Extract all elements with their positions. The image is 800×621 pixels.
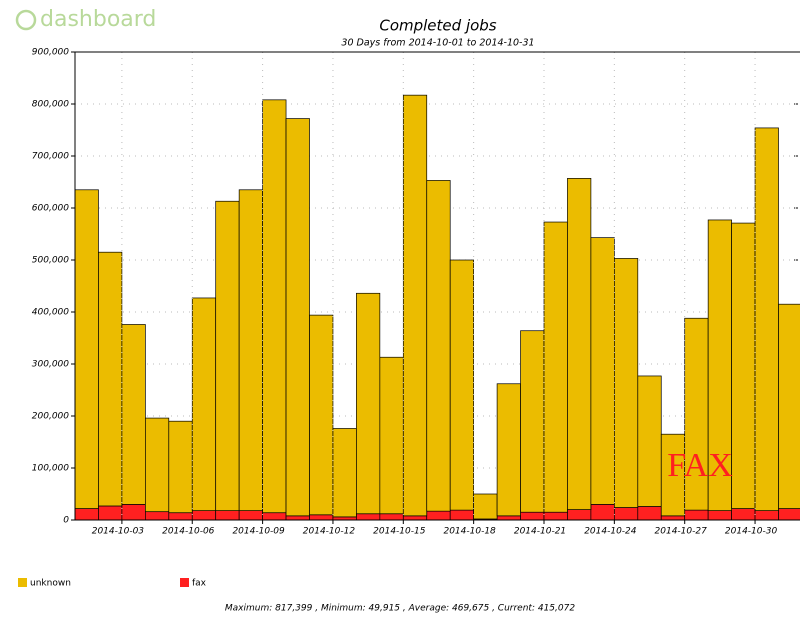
x-tick-label: 2014-10-15 — [373, 527, 426, 537]
footer: Maximum: 817,399 , Minimum: 49,915 , Ave… — [225, 604, 575, 614]
bar-segment — [238, 189, 263, 511]
bar-segment — [731, 222, 756, 509]
legend-swatch — [18, 578, 27, 587]
bar-segment — [590, 504, 615, 521]
y-tick-label: 0 — [63, 516, 69, 526]
bar-segment — [449, 509, 475, 521]
bar-segment — [145, 511, 170, 521]
y-tick-label: 400,000 — [32, 308, 69, 318]
bar-segment — [496, 515, 521, 521]
annotation: FAX — [667, 447, 733, 484]
y-tick-label: 800,000 — [32, 100, 69, 110]
bar-segment — [191, 510, 217, 521]
x-tick-label: 2014-10-18 — [443, 527, 496, 537]
bar-segment — [379, 356, 404, 515]
legend-swatch — [180, 578, 189, 587]
bar-segment — [191, 297, 217, 511]
y-tick-label: 300,000 — [32, 360, 69, 370]
bar-segment — [121, 504, 146, 521]
bar-segment — [707, 510, 732, 521]
bar-segment — [121, 324, 146, 505]
legend-label: fax — [192, 579, 207, 589]
bar-segment — [262, 512, 287, 521]
bar-segment — [731, 508, 756, 521]
logo-icon — [15, 9, 37, 31]
bar-segment — [449, 259, 475, 511]
x-tick-label: 2014-10-03 — [92, 527, 145, 537]
y-tick-label: 500,000 — [32, 256, 69, 266]
bar-segment — [98, 251, 123, 507]
bar-segment — [285, 118, 310, 517]
bar-segment — [520, 511, 545, 521]
bar-segment — [98, 505, 123, 521]
bar-segment — [473, 493, 498, 520]
y-tick-label: 200,000 — [32, 412, 69, 422]
x-tick-label: 2014-10-06 — [162, 527, 215, 537]
bar-segment — [637, 506, 662, 521]
y-tick-label: 100,000 — [32, 464, 69, 474]
bar-segment — [356, 292, 381, 515]
y-tick-label: 600,000 — [32, 204, 69, 214]
bar-segment — [613, 258, 639, 508]
bar-segment — [590, 237, 615, 505]
x-tick-label: 2014-10-09 — [232, 527, 285, 537]
bar-segment — [754, 127, 779, 511]
bar-segment — [74, 508, 99, 521]
bar-segment — [684, 509, 709, 521]
x-tick-label: 2014-10-24 — [584, 527, 637, 537]
bar-segment — [74, 189, 99, 509]
bar-segment — [543, 221, 568, 513]
bar-segment — [402, 94, 428, 517]
bar-segment — [379, 513, 404, 521]
bar-segment — [145, 417, 170, 513]
bar-segment — [637, 375, 662, 507]
bar-segment — [426, 510, 451, 521]
bar-segment — [215, 200, 240, 511]
y-tick-label: 700,000 — [32, 152, 69, 162]
x-tick-label: 2014-10-12 — [303, 527, 356, 537]
bar-segment — [168, 420, 193, 514]
bar-segment — [332, 428, 357, 518]
x-tick-label: 2014-10-21 — [514, 527, 566, 537]
bar-segment — [778, 303, 800, 509]
x-tick-label: 2014-10-30 — [725, 527, 778, 537]
chart-subtitle: 30 Days from 2014-10-01 to 2014-10-31 — [341, 38, 534, 49]
legend-label: unknown — [30, 579, 71, 589]
bar-segment — [402, 515, 428, 521]
logo-text: dashboard — [40, 7, 156, 32]
bar-segment — [567, 509, 592, 521]
bar-segment — [520, 330, 545, 513]
bar-segment — [238, 510, 263, 521]
bar-segment — [285, 515, 310, 521]
logo: dashboard — [15, 7, 156, 32]
bar-segment — [660, 515, 686, 521]
bar-segment — [426, 180, 451, 512]
chart-title: Completed jobs — [379, 17, 496, 35]
y-tick-label: 900,000 — [32, 48, 69, 58]
bar-segment — [309, 514, 334, 521]
bar-segment — [168, 512, 193, 521]
bar-segment — [215, 510, 240, 521]
bar-segment — [496, 383, 521, 517]
bar-segment — [356, 513, 381, 521]
bar-segment — [262, 99, 287, 514]
bar-segment — [613, 507, 639, 521]
bar-segment — [567, 178, 592, 510]
x-tick-label: 2014-10-27 — [655, 527, 708, 537]
bar-segment — [754, 510, 779, 521]
bar-segment — [543, 511, 568, 521]
bar-segment — [309, 314, 334, 516]
bar-segment — [778, 508, 800, 521]
